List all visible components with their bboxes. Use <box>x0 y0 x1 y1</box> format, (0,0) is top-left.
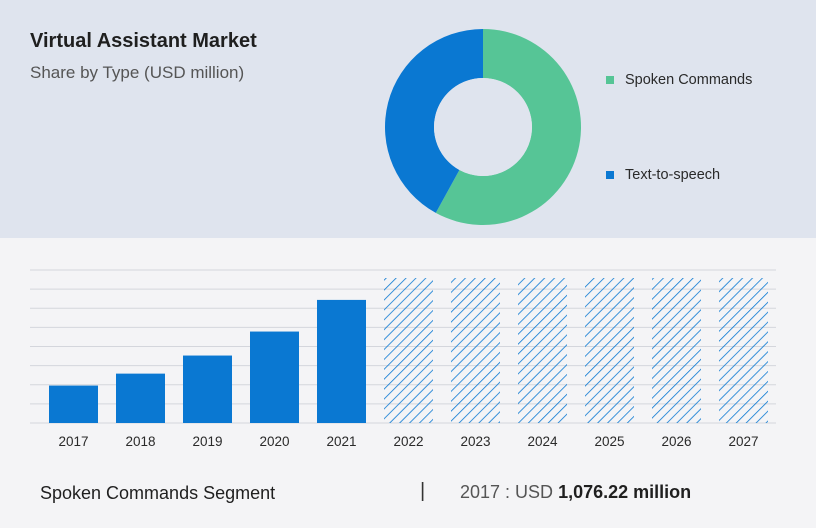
x-tick-label-2017: 2017 <box>58 434 88 449</box>
footer-year-label: 2017 : USD <box>460 482 554 502</box>
donut-hole <box>434 78 532 176</box>
legend-swatch-spoken-commands <box>606 76 614 84</box>
footer-segment-label: Spoken Commands Segment <box>40 483 276 503</box>
bar-chart: 2017 2018 2019 2020 2021 2022 2023 2024 2025 2026… <box>30 269 776 449</box>
x-tick-label-2018: 2018 <box>125 434 155 449</box>
x-tick-label-2025: 2025 <box>594 434 624 449</box>
donut-slice-spoken-commands[interactable] <box>435 29 581 225</box>
bar-2017[interactable] <box>49 385 98 423</box>
x-tick-label-2019: 2019 <box>192 434 222 449</box>
bar-2019[interactable] <box>183 355 232 423</box>
x-tick-label-2021: 2021 <box>326 434 356 449</box>
x-tick-label-2022: 2022 <box>393 434 423 449</box>
x-axis-tick-labels: 2017 2018 2019 2020 2021 2022 2023 2024 2025 2026… <box>58 434 758 449</box>
bars <box>49 278 768 423</box>
x-tick-label-2023: 2023 <box>460 434 490 449</box>
chart-subtitle: Share by Type (USD million) <box>30 63 245 82</box>
forecast-bar-2025[interactable] <box>585 278 634 423</box>
bar-2021[interactable] <box>317 299 366 423</box>
bar-2018[interactable] <box>116 373 165 423</box>
forecast-bar-2024[interactable] <box>518 278 567 423</box>
legend-label-text-to-speech: Text-to-speech <box>625 167 721 183</box>
x-tick-label-2020: 2020 <box>259 434 289 449</box>
footer-value-amount: 1,076.22 million <box>558 482 692 502</box>
footer-value: 2017 : USD 1,076.22 million <box>460 482 691 503</box>
x-tick-label-2027: 2027 <box>728 434 758 449</box>
bar-2020[interactable] <box>250 331 299 423</box>
chart-title: Virtual Assistant Market <box>30 30 257 52</box>
forecast-bar-2022[interactable] <box>384 278 433 423</box>
legend-item-text-to-speech[interactable]: Text-to-speech <box>606 165 720 185</box>
legend-item-spoken-commands[interactable]: Spoken Commands <box>606 70 752 90</box>
x-tick-label-2026: 2026 <box>661 434 691 449</box>
donut-chart <box>385 29 581 225</box>
footer-divider: | <box>420 480 426 502</box>
legend-swatch-text-to-speech <box>606 171 614 179</box>
x-tick-label-2024: 2024 <box>527 434 558 449</box>
forecast-bar-2026[interactable] <box>652 278 701 423</box>
forecast-bar-2027[interactable] <box>719 278 768 423</box>
donut-slice-text-to-speech[interactable] <box>385 29 483 213</box>
legend-label-spoken-commands: Spoken Commands <box>625 72 753 88</box>
forecast-bar-2023[interactable] <box>451 278 500 423</box>
